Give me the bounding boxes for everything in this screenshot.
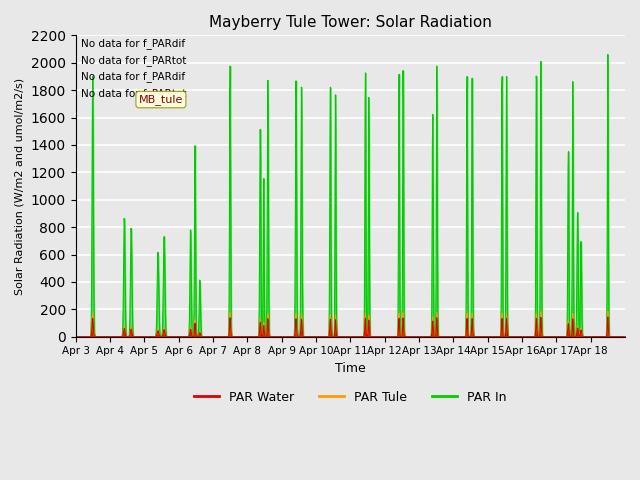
Text: No data for f_PARdif: No data for f_PARdif [81,72,185,83]
Text: No data for f_PARtot: No data for f_PARtot [81,88,186,99]
Text: No data for f_PARtot: No data for f_PARtot [81,55,186,66]
Legend: PAR Water, PAR Tule, PAR In: PAR Water, PAR Tule, PAR In [189,386,511,409]
Text: No data for f_PARdif: No data for f_PARdif [81,38,185,49]
Y-axis label: Solar Radiation (W/m2 and umol/m2/s): Solar Radiation (W/m2 and umol/m2/s) [15,77,25,295]
X-axis label: Time: Time [335,362,365,375]
Text: MB_tule: MB_tule [139,94,183,105]
Title: Mayberry Tule Tower: Solar Radiation: Mayberry Tule Tower: Solar Radiation [209,15,492,30]
